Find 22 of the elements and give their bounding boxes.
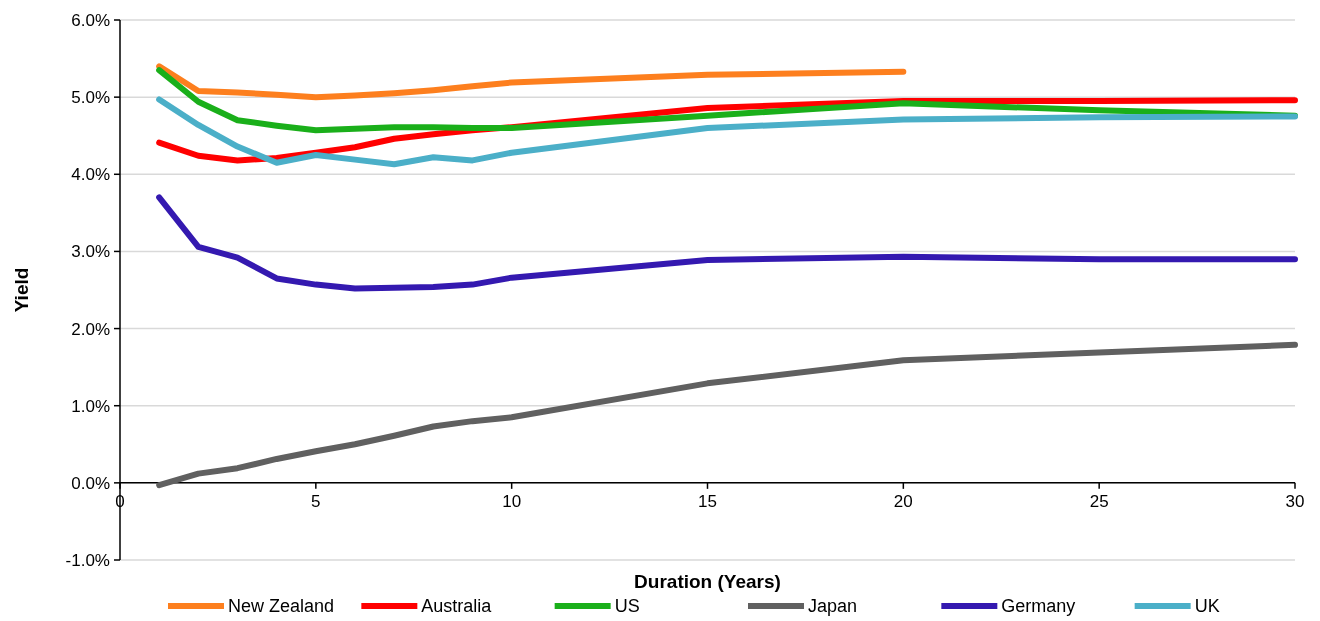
legend-label: New Zealand <box>228 596 335 617</box>
y-tick-label: 6.0% <box>71 10 110 30</box>
y-tick-label: 5.0% <box>71 88 110 108</box>
x-tick-label: 30 <box>1285 491 1305 511</box>
y-tick-label: 4.0% <box>71 165 110 185</box>
y-tick-label: 2.0% <box>71 319 110 339</box>
x-tick-label: 25 <box>1089 491 1109 511</box>
legend-label: US <box>614 596 640 617</box>
x-tick-label: 5 <box>311 491 321 511</box>
y-tick-label: 3.0% <box>71 242 110 262</box>
legend-label: Japan <box>808 596 858 617</box>
legend-label: Germany <box>1001 596 1076 617</box>
y-tick-label: 0.0% <box>71 473 110 493</box>
x-tick-label: 20 <box>893 491 913 511</box>
y-tick-label: -1.0% <box>65 550 110 570</box>
x-tick-label: 15 <box>698 491 717 511</box>
legend-label: UK <box>1194 596 1220 617</box>
legend-label: Australia <box>421 596 493 617</box>
y-tick-label: 1.0% <box>71 396 110 416</box>
x-tick-label: 10 <box>502 491 522 511</box>
x-axis-title: Duration (Years) <box>634 571 781 592</box>
y-axis-title: Yield <box>11 267 32 313</box>
